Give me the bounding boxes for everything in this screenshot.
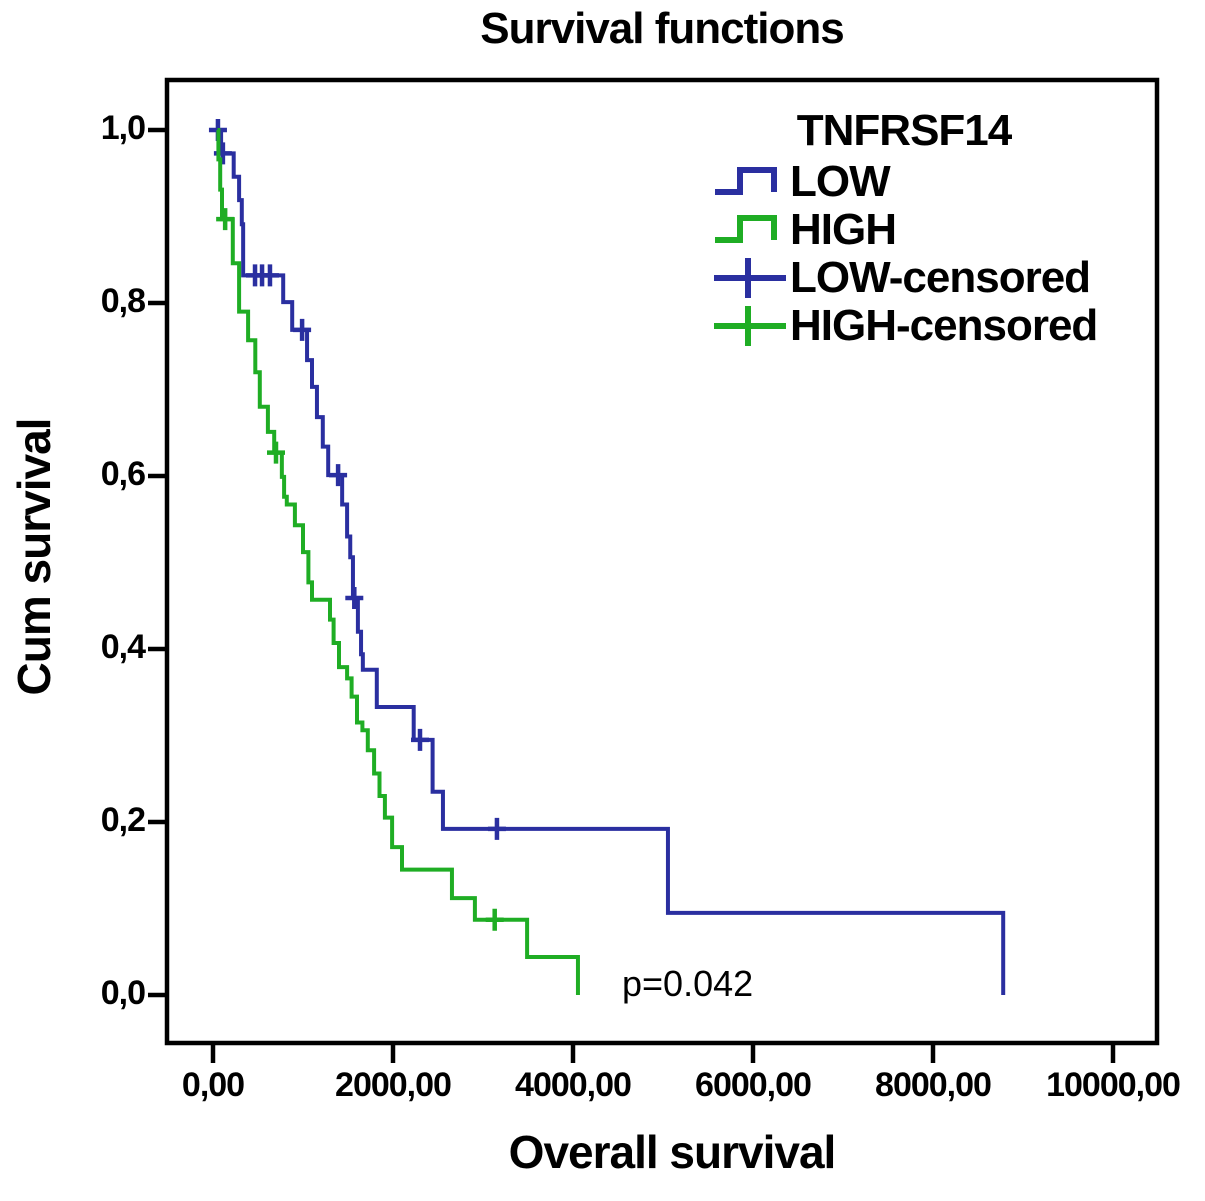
censor-mark-high [216, 208, 235, 231]
censor-mark-high [485, 908, 504, 931]
legend-label-high-censored: HIGH-censored [790, 301, 1098, 350]
y-axis-title: Cum survival [8, 418, 60, 696]
x-tick-label: 6000,00 [695, 1066, 812, 1104]
y-tick-label: 0,2 [100, 801, 146, 839]
legend-item-low-censored: LOW-censored [712, 253, 1091, 302]
censor-mark-high [267, 441, 285, 464]
censor-mark-low [411, 728, 429, 751]
y-tick-label: 0,4 [100, 628, 146, 666]
y-tick-label: 0,0 [100, 974, 146, 1012]
legend-label-low: LOW [790, 157, 891, 206]
chart-title: Survival functions [480, 4, 844, 53]
low-step-line-icon [715, 167, 777, 195]
legend-title: TNFRSF14 [796, 106, 1012, 155]
censor-mark-low [260, 264, 279, 287]
x-axis-title: Overall survival [508, 1126, 837, 1178]
high-step-line-icon [715, 215, 777, 243]
x-tick-label: 0,00 [181, 1066, 245, 1104]
censor-mark-low [345, 586, 364, 609]
legend-item-high: HIGH [712, 205, 897, 254]
km-curve-high [216, 128, 580, 995]
low-censored-plus-icon [714, 258, 786, 298]
x-tick-label: 8000,00 [875, 1066, 992, 1104]
legend-item-high-censored: HIGH-censored [712, 301, 1098, 350]
legend-label-high: HIGH [790, 205, 897, 254]
high-censored-plus-icon [714, 306, 786, 346]
legend-label-low-censored: LOW-censored [790, 253, 1091, 302]
censor-mark-low [329, 464, 348, 487]
x-tick-label: 10000,00 [1046, 1066, 1181, 1104]
plot-frame [164, 77, 1160, 1046]
x-tick-label: 2000,00 [335, 1066, 452, 1104]
censor-mark-low [487, 817, 506, 840]
y-tick-label: 1,0 [100, 109, 146, 147]
legend-item-low: LOW [712, 157, 891, 206]
y-tick-label: 0,6 [100, 455, 146, 493]
x-tick-label: 4000,00 [515, 1066, 632, 1104]
censor-mark-low [293, 318, 312, 341]
p-value-annotation: p=0.042 [622, 963, 754, 1004]
y-tick-label: 0,8 [100, 282, 146, 320]
